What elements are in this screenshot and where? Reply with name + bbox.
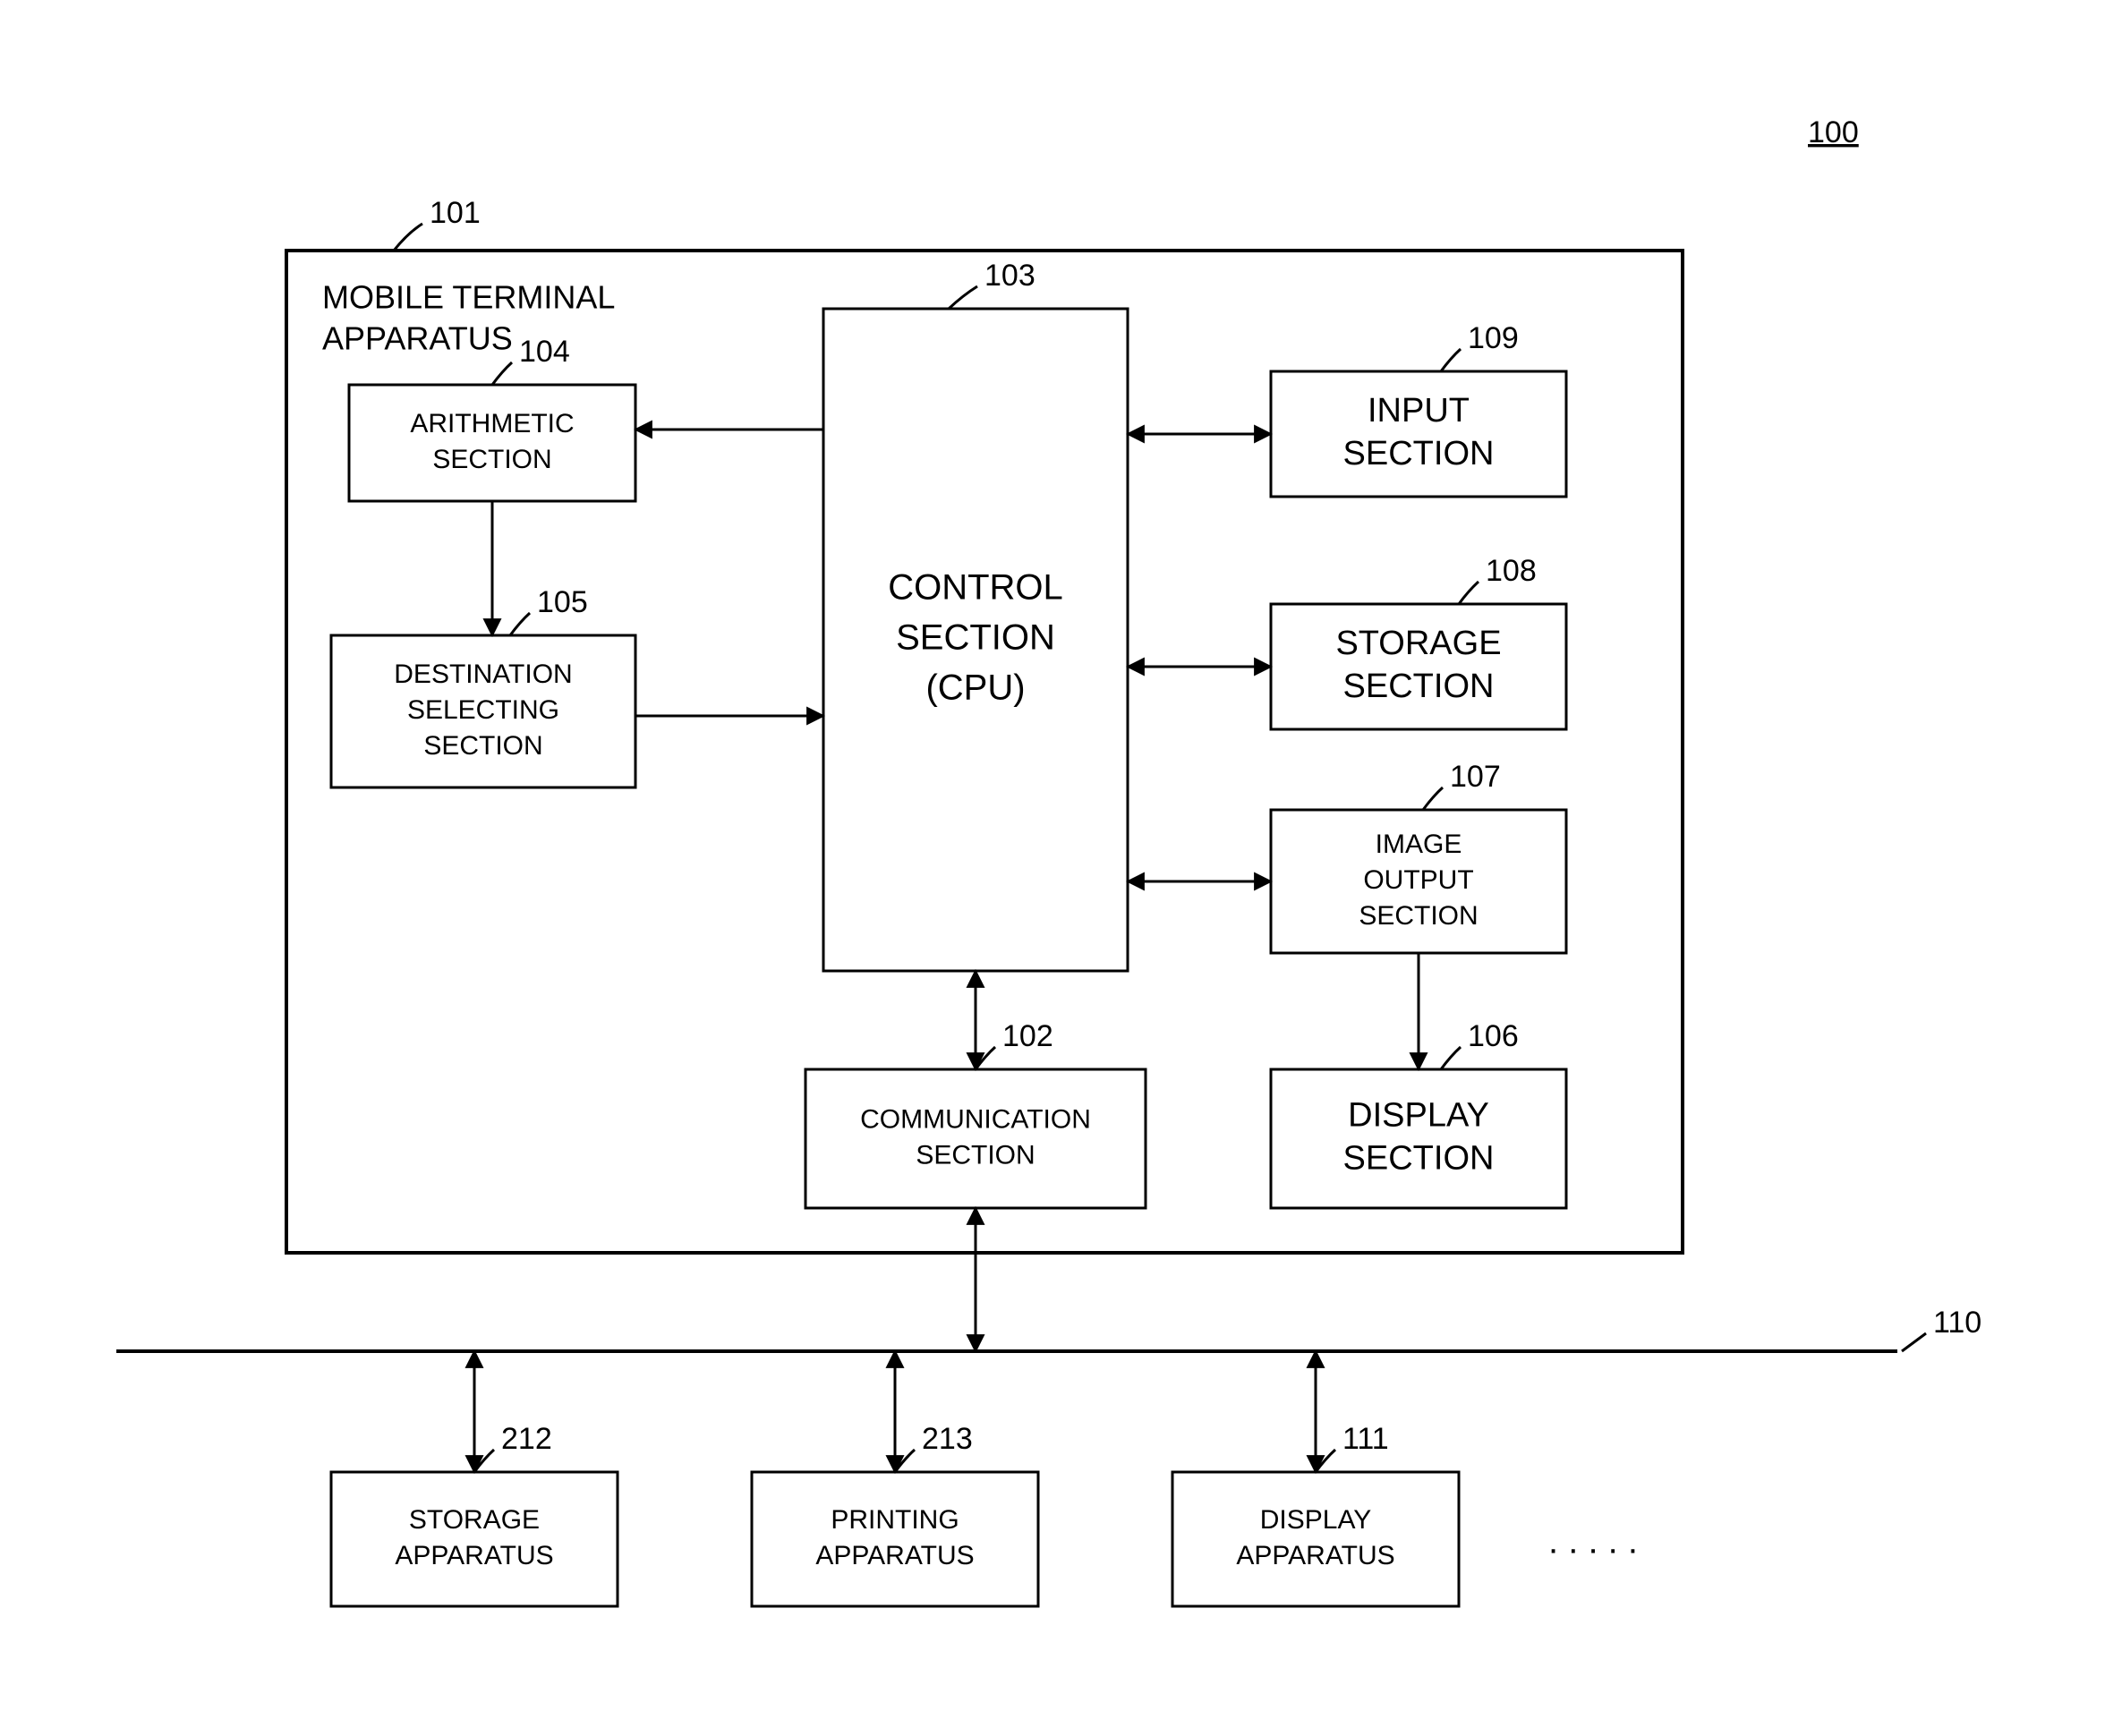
node-prnapp-label-line-1: APPARATUS bbox=[815, 1541, 974, 1570]
node-dispapp bbox=[1172, 1472, 1459, 1606]
outer-box-title-1: APPARATUS bbox=[322, 320, 513, 357]
ref-stor: 108 bbox=[1486, 554, 1537, 588]
node-comm-label-line-0: COMMUNICATION bbox=[860, 1104, 1091, 1134]
ref-comm: 102 bbox=[1002, 1019, 1053, 1053]
ref-bus: 110 bbox=[1933, 1306, 1981, 1340]
ref-tick-disp bbox=[1441, 1047, 1461, 1069]
ref-tick-bus bbox=[1902, 1333, 1926, 1351]
node-stor-label-line-0: STORAGE bbox=[1335, 625, 1501, 662]
node-arith bbox=[349, 385, 635, 501]
node-storapp-label-line-0: STORAGE bbox=[409, 1505, 540, 1535]
block-diagram: MOBILE TERMINAL APPARATUS CONTROL SECTION (C… bbox=[0, 0, 2105, 1736]
ref-tick-cpu bbox=[949, 286, 977, 309]
node-prnapp-label-line-0: PRINTING bbox=[831, 1505, 959, 1535]
ref-arith: 104 bbox=[519, 335, 570, 369]
node-input bbox=[1271, 371, 1566, 497]
ref-tick-outer bbox=[394, 224, 422, 251]
ref-tick-imgout bbox=[1423, 787, 1443, 810]
node-input-label-line-1: SECTION bbox=[1343, 435, 1495, 472]
ref-cpu: 103 bbox=[984, 259, 1035, 293]
node-dispapp-label-line-1: APPARATUS bbox=[1236, 1541, 1394, 1570]
node-prnapp bbox=[752, 1472, 1038, 1606]
ref-tick-dest bbox=[510, 613, 530, 635]
node-dest-label-line-0: DESTINATION bbox=[394, 660, 572, 689]
ref-outer: 101 bbox=[430, 196, 481, 230]
node-cpu-label-line-2: (CPU) bbox=[925, 668, 1025, 708]
node-dest-label-line-2: SECTION bbox=[423, 731, 542, 761]
ref-storapp: 212 bbox=[501, 1422, 552, 1456]
ref-tick-prnapp bbox=[895, 1450, 915, 1472]
node-dispapp-label-line-0: DISPLAY bbox=[1260, 1505, 1372, 1535]
node-stor-label-line-1: SECTION bbox=[1343, 668, 1495, 705]
ref-imgout: 107 bbox=[1450, 760, 1501, 794]
node-arith-label-line-0: ARITHMETIC bbox=[410, 409, 574, 438]
ref-input: 109 bbox=[1468, 321, 1519, 355]
node-imgout-label-line-1: OUTPUT bbox=[1363, 865, 1473, 895]
ref-tick-dispapp bbox=[1316, 1450, 1335, 1472]
node-comm-label-line-1: SECTION bbox=[916, 1140, 1035, 1170]
node-comm bbox=[805, 1069, 1146, 1208]
node-cpu-label-line-1: SECTION bbox=[896, 618, 1055, 658]
ref-tick-comm bbox=[976, 1047, 995, 1069]
node-storapp bbox=[331, 1472, 618, 1606]
node-arith-label-line-1: SECTION bbox=[432, 445, 551, 474]
ref-tick-storapp bbox=[474, 1450, 494, 1472]
node-imgout-label-line-0: IMAGE bbox=[1376, 830, 1462, 859]
node-cpu-label-line-0: CONTROL bbox=[888, 568, 1063, 608]
node-imgout-label-line-2: SECTION bbox=[1359, 901, 1478, 931]
ref-tick-input bbox=[1441, 349, 1461, 371]
node-dest-label-line-1: SELECTING bbox=[407, 695, 559, 725]
ref-system: 100 bbox=[1808, 115, 1859, 149]
node-disp-label-line-1: SECTION bbox=[1343, 1140, 1495, 1178]
ref-dest: 105 bbox=[537, 585, 588, 619]
node-disp-label-line-0: DISPLAY bbox=[1348, 1097, 1489, 1135]
ref-tick-stor bbox=[1459, 582, 1479, 604]
node-storapp-label-line-1: APPARATUS bbox=[395, 1541, 553, 1570]
ref-dispapp: 111 bbox=[1342, 1422, 1389, 1456]
ref-disp: 106 bbox=[1468, 1019, 1519, 1053]
node-input-label-line-0: INPUT bbox=[1368, 392, 1470, 430]
ref-tick-arith bbox=[492, 362, 512, 385]
node-disp bbox=[1271, 1069, 1566, 1208]
outer-box-title-0: MOBILE TERMINAL bbox=[322, 279, 615, 316]
ellipsis: . . . . . bbox=[1548, 1522, 1638, 1562]
node-stor bbox=[1271, 604, 1566, 729]
ref-prnapp: 213 bbox=[922, 1422, 973, 1456]
